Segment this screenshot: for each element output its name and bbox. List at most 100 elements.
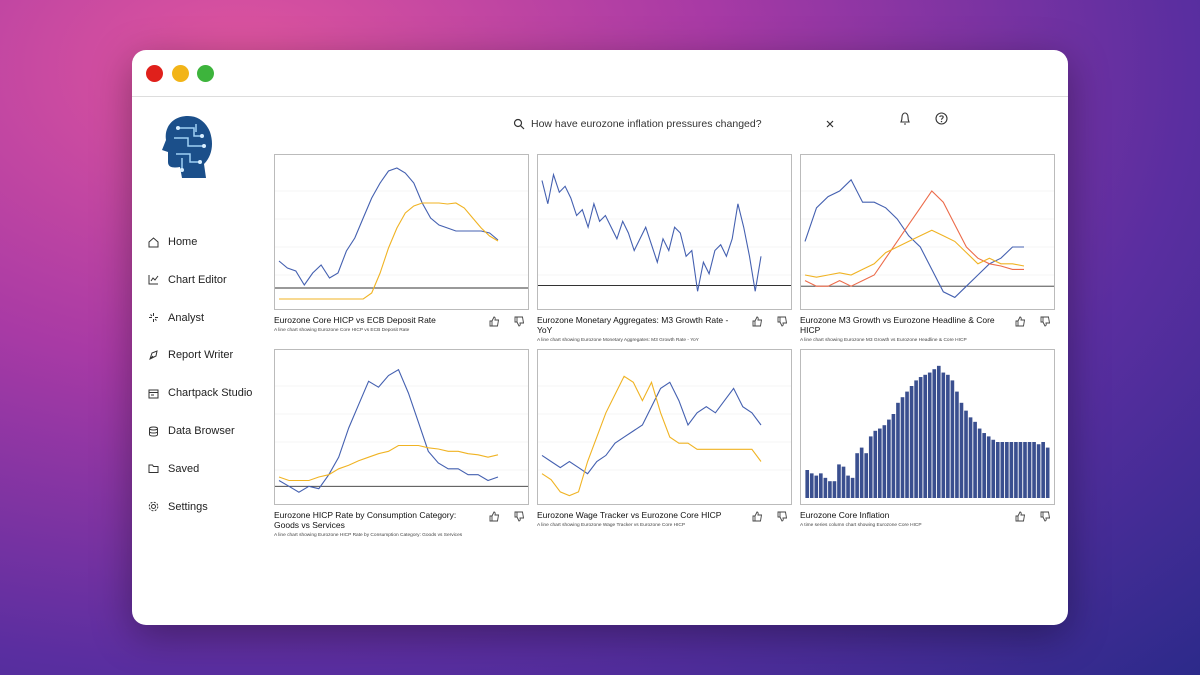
bar bbox=[946, 374, 950, 498]
chart-card: Eurozone HICP Rate by Consumption Catego… bbox=[274, 349, 529, 538]
chart-card: Eurozone M3 Growth vs Eurozone Headline … bbox=[800, 154, 1055, 343]
series-line bbox=[278, 167, 499, 287]
bar bbox=[1045, 447, 1050, 498]
thumbs-up[interactable] bbox=[752, 316, 763, 327]
feedback bbox=[1015, 511, 1051, 522]
bar bbox=[1009, 442, 1014, 498]
series-line bbox=[541, 375, 762, 497]
chart-card: Eurozone Core Inflation A time series col… bbox=[800, 349, 1055, 528]
bar bbox=[973, 421, 977, 498]
card-description: A line chart showing Eurozone Monetary A… bbox=[537, 338, 699, 343]
close-button[interactable] bbox=[146, 65, 163, 82]
minimize-button[interactable] bbox=[172, 65, 189, 82]
thumbs-up[interactable] bbox=[489, 511, 500, 522]
chart-thumbnail bbox=[800, 154, 1055, 310]
chart-card: Eurozone Core HICP vs ECB Deposit Rate A … bbox=[274, 154, 529, 333]
bar bbox=[823, 477, 828, 498]
feedback bbox=[752, 316, 788, 327]
clear-search[interactable] bbox=[826, 120, 834, 128]
chart-thumbnail bbox=[274, 154, 529, 310]
help[interactable] bbox=[935, 112, 948, 125]
nav-item[interactable]: Data Browser bbox=[148, 425, 235, 437]
nav-item[interactable]: Saved bbox=[148, 463, 199, 475]
chart-thumbnail bbox=[537, 349, 792, 505]
bar bbox=[955, 391, 959, 498]
search-bar[interactable]: How have eurozone inflation pressures ch… bbox=[505, 113, 855, 135]
card-title: Eurozone HICP Rate by Consumption Catego… bbox=[274, 510, 457, 530]
bar bbox=[814, 475, 819, 498]
bar bbox=[1032, 442, 1036, 498]
bar bbox=[941, 372, 946, 498]
bar bbox=[968, 417, 973, 498]
bar bbox=[977, 428, 982, 498]
nav-label: Data Browser bbox=[168, 425, 235, 437]
bar bbox=[964, 410, 968, 498]
nav-item[interactable]: Settings bbox=[148, 501, 208, 513]
card-description: A line chart showing Eurozone Core HICP … bbox=[274, 328, 410, 333]
bar bbox=[837, 464, 841, 498]
bar bbox=[1041, 442, 1045, 498]
nav-item[interactable]: Home bbox=[148, 236, 197, 248]
series-line bbox=[278, 444, 499, 482]
bar bbox=[995, 442, 1000, 498]
bar bbox=[896, 402, 900, 498]
bar bbox=[991, 439, 996, 498]
search-query: How have eurozone inflation pressures ch… bbox=[531, 118, 762, 130]
card-title: Eurozone Core HICP vs ECB Deposit Rate bbox=[274, 315, 436, 325]
series-line bbox=[278, 368, 499, 493]
thumbs-up[interactable] bbox=[752, 511, 763, 522]
series-line bbox=[541, 172, 762, 292]
nav-label: Chart Editor bbox=[168, 273, 227, 286]
thumbs-down[interactable] bbox=[514, 511, 525, 522]
thumbs-down[interactable] bbox=[777, 316, 788, 327]
bar bbox=[900, 397, 905, 498]
zoom-button[interactable] bbox=[197, 65, 214, 82]
thumbs-up[interactable] bbox=[1015, 511, 1026, 522]
feedback bbox=[1015, 316, 1051, 327]
chart-thumbnail bbox=[274, 349, 529, 505]
card-description: A time series column chart showing Euroz… bbox=[800, 523, 922, 528]
nav-item[interactable]: Chartpack Studio bbox=[148, 387, 252, 399]
thumbs-down[interactable] bbox=[1040, 316, 1051, 327]
chart-thumbnail bbox=[800, 349, 1055, 505]
thumbs-up[interactable] bbox=[489, 316, 500, 327]
nav-item[interactable]: Chart Editor bbox=[148, 274, 227, 286]
thumbs-down[interactable] bbox=[777, 511, 788, 522]
bar bbox=[850, 477, 855, 498]
bar bbox=[1018, 442, 1023, 498]
card-description: A line chart showing Eurozone HICP Rate … bbox=[274, 533, 463, 538]
nav-icon bbox=[149, 426, 158, 436]
bar bbox=[809, 473, 814, 498]
bar bbox=[1023, 442, 1027, 498]
bar bbox=[819, 473, 823, 498]
nav-item[interactable]: Analyst bbox=[148, 312, 204, 324]
series-line bbox=[804, 229, 1025, 278]
feedback bbox=[489, 511, 525, 522]
thumbs-down[interactable] bbox=[514, 316, 525, 327]
nav-item[interactable]: Report Writer bbox=[148, 349, 233, 361]
series-line bbox=[804, 178, 1024, 299]
card-description: A line chart showing Eurozone M3 Growth … bbox=[800, 338, 967, 343]
nav-label: Analyst bbox=[168, 311, 205, 324]
thumbs-down[interactable] bbox=[1040, 511, 1051, 522]
chart-card: Eurozone Monetary Aggregates: M3 Growth … bbox=[537, 154, 792, 343]
thumbs-up[interactable] bbox=[1015, 316, 1026, 327]
chart-card: Eurozone Wage Tracker vs Eurozone Core H… bbox=[537, 349, 792, 528]
bar bbox=[805, 470, 810, 498]
card-title: Eurozone Wage Tracker vs Eurozone Core H… bbox=[537, 510, 722, 520]
series-line bbox=[804, 190, 1024, 287]
nav-icon bbox=[148, 464, 159, 474]
nav-icon bbox=[148, 389, 159, 399]
nav-label: Report Writer bbox=[168, 349, 234, 362]
nav-label: Home bbox=[168, 236, 198, 248]
bar bbox=[841, 466, 846, 498]
series-line bbox=[541, 381, 762, 475]
bar bbox=[909, 386, 914, 498]
bar bbox=[1005, 442, 1009, 498]
bar bbox=[873, 430, 878, 498]
bar bbox=[887, 419, 891, 498]
bar bbox=[855, 453, 859, 498]
notifications[interactable] bbox=[899, 112, 911, 126]
feedback bbox=[752, 511, 788, 522]
